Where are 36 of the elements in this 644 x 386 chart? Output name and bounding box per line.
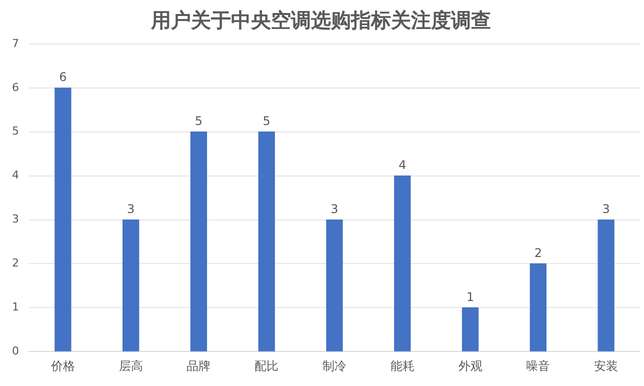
- x-tick-label: 安装: [594, 358, 618, 373]
- bar: [54, 88, 72, 352]
- bar: [394, 176, 411, 352]
- data-label: 5: [262, 114, 270, 128]
- y-tick-label: 3: [12, 212, 19, 226]
- x-tick-label: 制冷: [322, 358, 346, 373]
- x-tick-label: 噪音: [526, 358, 550, 373]
- data-label: 2: [534, 246, 542, 260]
- x-tick-label: 外观: [458, 358, 482, 373]
- x-tick-label: 层高: [118, 358, 143, 373]
- data-label: 5: [194, 114, 203, 128]
- data-label: 6: [59, 70, 67, 84]
- bar: [530, 263, 546, 352]
- data-label: 4: [398, 158, 406, 172]
- y-tick-label: 4: [12, 168, 19, 182]
- data-label: 3: [330, 202, 338, 216]
- y-tick-label: 6: [12, 80, 19, 94]
- x-tick-label: 配比: [254, 358, 279, 373]
- y-tick-label: 2: [12, 256, 19, 270]
- x-tick-label: 价格: [50, 358, 75, 373]
- x-tick-label: 品牌: [186, 358, 211, 373]
- chart-title: 用户关于中央空调选购指标关注度调查: [150, 8, 491, 32]
- x-tick-label: 能耗: [390, 358, 414, 373]
- bar: [122, 219, 140, 352]
- bar: [326, 219, 343, 352]
- data-label: 3: [127, 202, 135, 216]
- y-tick-label: 7: [12, 36, 19, 50]
- y-tick-label: 5: [12, 124, 19, 138]
- data-label: 1: [466, 290, 474, 304]
- bar: [258, 132, 275, 352]
- bar: [598, 219, 614, 352]
- bar: [190, 132, 208, 352]
- bar: [462, 307, 479, 352]
- y-tick-label: 1: [12, 300, 19, 314]
- data-label: 3: [602, 202, 610, 216]
- y-tick-label: 0: [12, 344, 19, 358]
